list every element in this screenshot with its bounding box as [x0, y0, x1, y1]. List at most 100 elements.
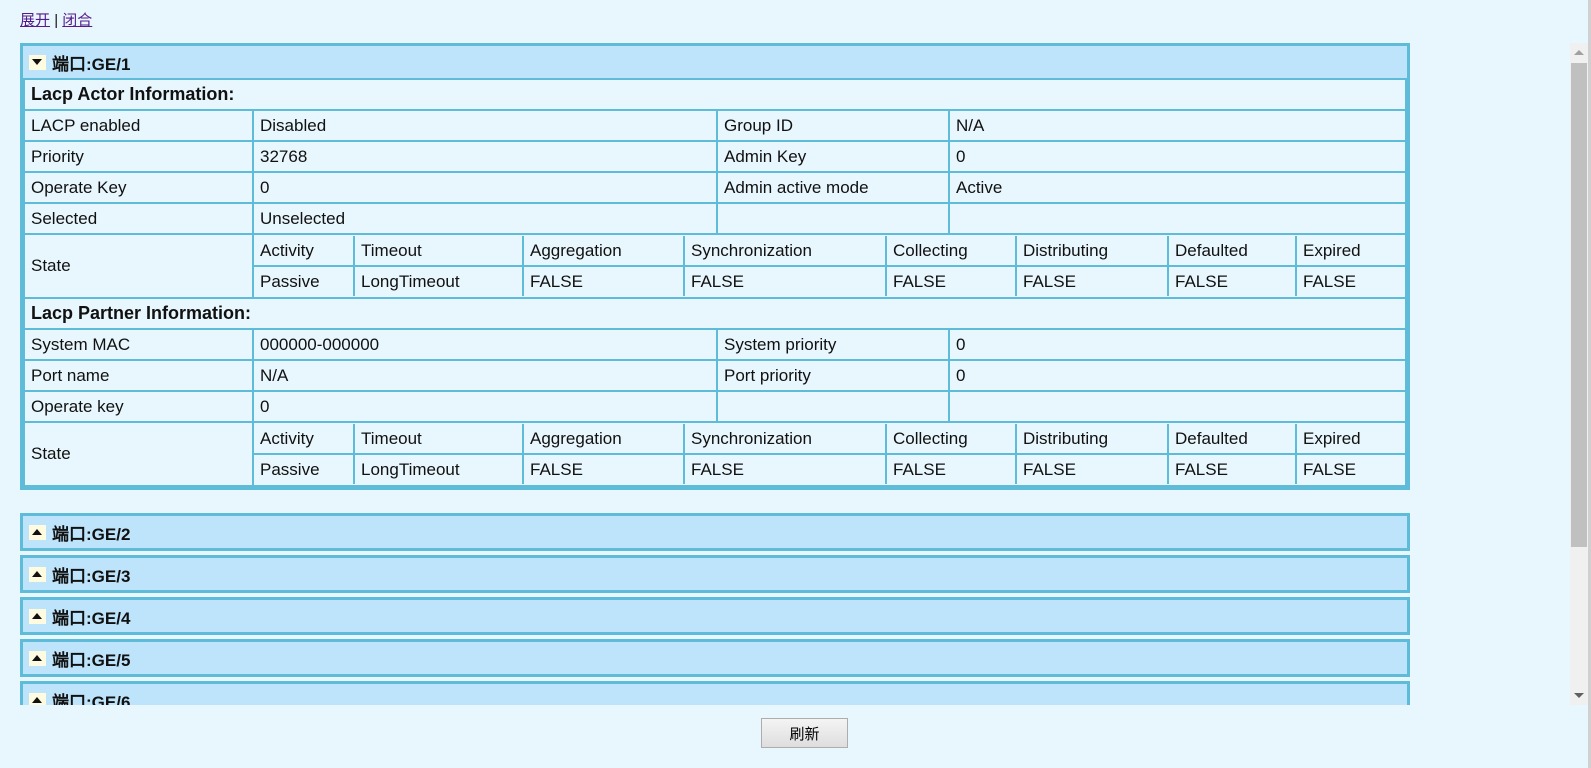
port-panel: 端口:GE/3 [20, 555, 1410, 593]
state-header: Collecting [886, 236, 1017, 267]
state-value: FALSE [886, 454, 1017, 484]
scroll-up-arrow-icon[interactable] [1574, 50, 1584, 55]
actor-state-table: Activity Timeout Aggregation Synchronizatio… [255, 236, 1404, 296]
table-row: LACP enabled Disabled Group ID N/A [23, 109, 1407, 142]
state-header: Aggregation [523, 236, 685, 267]
port-title: 端口:GE/4 [52, 608, 131, 628]
state-value: Passive [255, 454, 355, 484]
port-title: 端口:GE/1 [52, 54, 131, 74]
field-label: Operate Key [23, 171, 254, 204]
table-row: Operate key 0 [23, 390, 1407, 423]
table-row: Priority 32768 Admin Key 0 [23, 140, 1407, 173]
expand-arrow-icon[interactable] [29, 524, 46, 540]
actor-heading: Lacp Actor Information: [23, 78, 1407, 111]
collapse-arrow-icon[interactable] [29, 54, 46, 70]
table-row: Port name N/A Port priority 0 [23, 359, 1407, 392]
state-value: FALSE [886, 266, 1017, 296]
state-header: Collecting [886, 424, 1017, 455]
field-value: 000000-000000 [252, 328, 718, 361]
state-value: FALSE [1303, 459, 1356, 479]
scrollbar-thumb[interactable] [1571, 63, 1587, 547]
state-value: LongTimeout [354, 266, 524, 296]
field-value [948, 390, 1407, 423]
state-header: Distributing [1016, 424, 1169, 455]
state-header: Synchronization [684, 236, 887, 267]
field-value: Unselected [252, 202, 718, 235]
refresh-button[interactable]: 刷新 [761, 718, 848, 748]
field-value: 0 [948, 359, 1407, 392]
port-panel: 端口:GE/5 [20, 639, 1410, 677]
scroll-area[interactable]: 展开 | 闭合 端口:GE/1 Lacp Actor Information: … [0, 0, 1570, 705]
field-label: Admin active mode [716, 171, 950, 204]
field-value [948, 202, 1407, 235]
state-header: Defaulted [1168, 236, 1297, 267]
port-title: 端口:GE/2 [52, 524, 131, 544]
field-label [716, 202, 950, 235]
expand-arrow-icon[interactable] [29, 566, 46, 582]
vertical-scrollbar[interactable] [1570, 43, 1588, 705]
field-value: 0 [948, 140, 1407, 173]
field-value: 0 [948, 328, 1407, 361]
state-value: FALSE [1016, 266, 1169, 296]
field-value: 0 [252, 171, 718, 204]
port-header[interactable]: 端口:GE/4 [23, 600, 1407, 632]
table-row: Selected Unselected [23, 202, 1407, 235]
field-value: Disabled [252, 109, 718, 142]
expand-collapse-links: 展开 | 闭合 [20, 9, 92, 30]
lacp-table: Lacp Actor Information: LACP enabled Disa… [23, 78, 1407, 487]
field-label: Admin Key [716, 140, 950, 173]
port-title: 端口:GE/3 [52, 566, 131, 586]
state-value: FALSE [1016, 454, 1169, 484]
port-panel: 端口:GE/6 [20, 681, 1410, 705]
state-header: Activity [255, 424, 355, 455]
state-header: Distributing [1016, 236, 1169, 267]
field-value: Active [948, 171, 1407, 204]
port-header[interactable]: 端口:GE/5 [23, 642, 1407, 674]
field-value: N/A [252, 359, 718, 392]
port-title: 端口:GE/6 [52, 692, 131, 706]
state-value: LongTimeout [354, 454, 524, 484]
field-value: N/A [948, 109, 1407, 142]
expand-arrow-icon[interactable] [29, 650, 46, 666]
port-title: 端口:GE/5 [52, 650, 131, 670]
actor-state-label: State [23, 233, 254, 299]
window-edge [1588, 0, 1591, 768]
state-value: FALSE [1303, 271, 1356, 291]
field-label: System MAC [23, 328, 254, 361]
table-row: System MAC 000000-000000 System priority 0 [23, 328, 1407, 361]
state-value: FALSE [684, 454, 887, 484]
state-value: Passive [255, 266, 355, 296]
field-label: LACP enabled [23, 109, 254, 142]
state-header: Activity [255, 236, 355, 267]
field-value: 0 [252, 390, 718, 423]
state-value: FALSE [523, 454, 685, 484]
field-label: Group ID [716, 109, 950, 142]
separator: | [54, 12, 59, 29]
table-row: Operate Key 0 Admin active mode Active [23, 171, 1407, 204]
field-label: Port priority [716, 359, 950, 392]
port-header[interactable]: 端口:GE/6 [23, 684, 1407, 705]
expand-all-link[interactable]: 展开 [20, 12, 51, 29]
port-header[interactable]: 端口:GE/2 [23, 516, 1407, 548]
state-value: FALSE [523, 266, 685, 296]
field-value: 32768 [252, 140, 718, 173]
port-header-ge1[interactable]: 端口:GE/1 [23, 46, 1407, 78]
state-header: Timeout [354, 236, 524, 267]
field-label: Selected [23, 202, 254, 235]
expand-arrow-icon[interactable] [29, 692, 46, 705]
port-panel: 端口:GE/4 [20, 597, 1410, 635]
port-header[interactable]: 端口:GE/3 [23, 558, 1407, 590]
partner-state-table: Activity Timeout Aggregation Synchronizatio… [255, 424, 1404, 484]
port-panel: 端口:GE/2 [20, 513, 1410, 551]
state-value: FALSE [1168, 266, 1297, 296]
scroll-down-arrow-icon[interactable] [1574, 693, 1584, 698]
port-panel-ge1: 端口:GE/1 Lacp Actor Information: LACP ena… [20, 43, 1410, 490]
state-header: Aggregation [523, 424, 685, 455]
field-label [716, 390, 950, 423]
field-label: Port name [23, 359, 254, 392]
collapse-all-link[interactable]: 闭合 [62, 12, 93, 29]
partner-state-label: State [23, 421, 254, 487]
state-header: Synchronization [684, 424, 887, 455]
expand-arrow-icon[interactable] [29, 608, 46, 624]
field-label: Priority [23, 140, 254, 173]
